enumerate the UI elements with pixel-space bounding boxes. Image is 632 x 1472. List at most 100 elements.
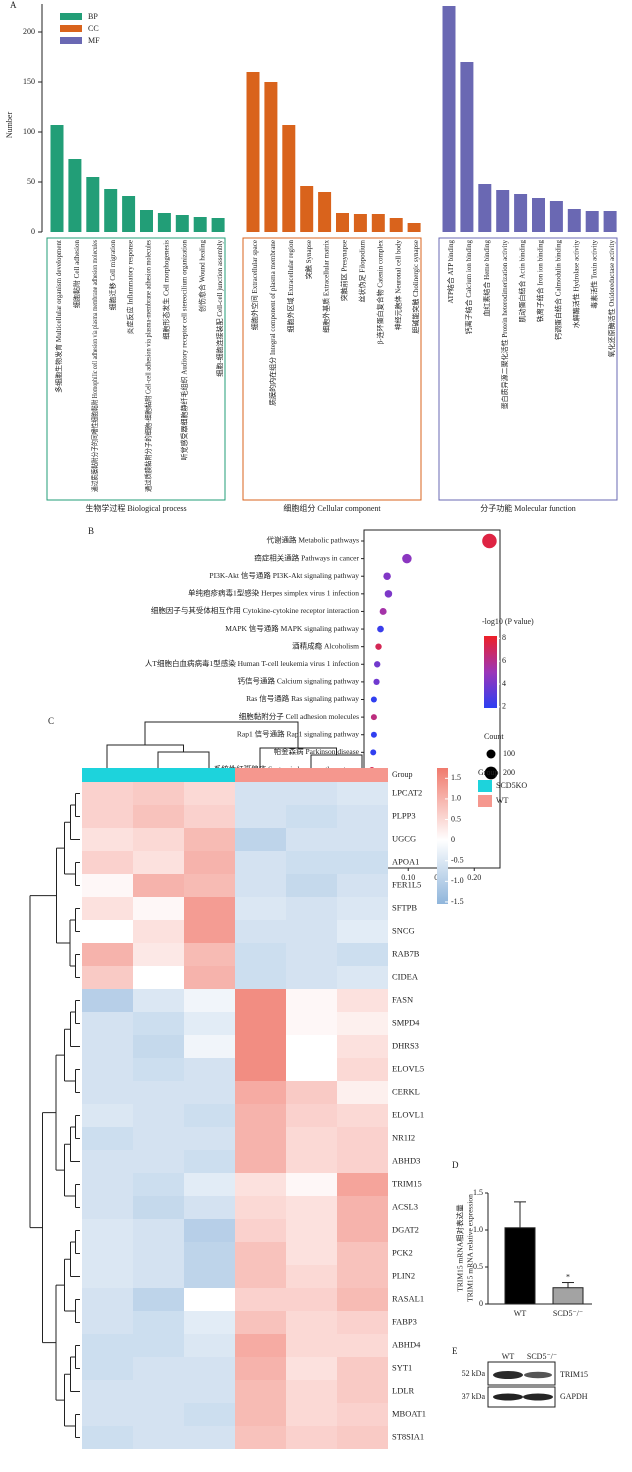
bar: [371, 214, 385, 232]
size-legend-label: 200: [503, 768, 515, 777]
row-label: NR1I2: [392, 1132, 415, 1142]
category-label: 多细胞生物发育 Multicellular organism developme…: [54, 240, 63, 393]
heatmap-cell: [133, 1357, 184, 1380]
y-tick-label: 1.5: [473, 1188, 483, 1197]
category-label: 细胞黏附分子 Cell adhesion molecules: [239, 711, 359, 721]
heatmap-cell: [82, 1334, 133, 1357]
heatmap-cell: [337, 1380, 388, 1403]
row-label: ACSL3: [392, 1201, 418, 1211]
bubble: [370, 749, 377, 756]
group-box: [438, 237, 618, 501]
color-tick-label: 4: [502, 679, 506, 688]
bubble: [373, 678, 380, 686]
heatmap-cell: [337, 966, 388, 989]
category-label: Ras 信号通路 Ras signaling pathway: [246, 693, 359, 703]
heatmap-cell: [235, 1196, 286, 1219]
panel-label: A: [10, 0, 17, 10]
heatmap-cell: [82, 874, 133, 897]
heatmap-cell: [184, 943, 235, 966]
heatmap-cell: [235, 897, 286, 920]
heatmap-cell: [286, 1311, 337, 1334]
heatmap-cell: [133, 966, 184, 989]
heatmap-cell: [337, 1265, 388, 1288]
category-label: 细胞-细胞连接装配 Cell-cell junction assembly: [215, 240, 224, 377]
significance-mark: *: [566, 1272, 570, 1281]
row-label: FASN: [392, 994, 413, 1004]
category-label: 通过质膜黏附分子的细胞-细胞黏附 Cell-cell adhesion via …: [144, 240, 153, 492]
heatmap-cell: [337, 1127, 388, 1150]
y-tick-label: 0: [31, 227, 35, 236]
heatmap-cell: [82, 1127, 133, 1150]
bubble: [379, 607, 387, 615]
bar: [514, 194, 528, 232]
y-tick-label: 1.0: [473, 1225, 483, 1234]
panel-label: E: [452, 1346, 458, 1356]
row-label: ELOVL5: [392, 1063, 424, 1073]
panel-label: D: [452, 1160, 459, 1170]
row-label: PLPP3: [392, 810, 416, 820]
heatmap-cell: [133, 1265, 184, 1288]
heatmap-cell: [235, 1173, 286, 1196]
row-label: PLIN2: [392, 1270, 415, 1280]
category-label: 细胞外空间 Extracellular space: [250, 240, 259, 330]
heatmap-cell: [133, 1035, 184, 1058]
heatmap-cell: [337, 828, 388, 851]
category-label: 神经元胞体 Neuronal cell body: [393, 240, 402, 331]
western-blot: [487, 1361, 556, 1408]
heatmap-cell: [184, 1357, 235, 1380]
bar: [175, 215, 189, 232]
heatmap-cell: [337, 1081, 388, 1104]
color-bar: [484, 636, 497, 708]
heatmap-cell: [235, 1058, 286, 1081]
category-label: 质膜的内在组分 Integral component of plasma mem…: [268, 240, 277, 406]
category-label: 酒精成瘾 Alcoholism: [292, 640, 359, 650]
heatmap-cell: [286, 1012, 337, 1035]
heatmap-cell: [82, 1104, 133, 1127]
category-label: 丝状伪足 Filopodium: [358, 239, 367, 302]
heatmap-cell: [286, 1104, 337, 1127]
category-label: 氧化还原酶活性 Oxidoreductase activity: [607, 240, 616, 358]
lane-label: WT: [502, 1352, 515, 1361]
row-label: ABHD3: [392, 1155, 420, 1165]
bar: [549, 201, 563, 232]
bar: [157, 213, 171, 232]
category-label: 听觉感受器细胞静纤毛组织 Auditory receptor cell ster…: [179, 240, 188, 461]
heatmap-cell: [184, 1288, 235, 1311]
bar: [336, 213, 349, 232]
heatmap-cell: [235, 920, 286, 943]
heatmap-cell: [184, 1334, 235, 1357]
color-tick-label: 0: [451, 835, 455, 844]
heatmap-cell: [235, 1334, 286, 1357]
color-tick-label: 6: [502, 656, 506, 665]
group-legend-title: Group: [478, 768, 498, 777]
legend-label: BP: [88, 12, 98, 21]
color-tick-label: 2: [502, 702, 506, 711]
heatmap-cell: [286, 920, 337, 943]
category-label: MAPK 信号通路 MAPK signaling pathway: [225, 623, 359, 633]
heatmap-cell: [286, 989, 337, 1012]
heatmap-cell: [184, 1219, 235, 1242]
heatmap-cell: [184, 989, 235, 1012]
bar: [504, 1227, 536, 1305]
group-label: 细胞组分 Cellular component: [283, 503, 381, 513]
size-legend-bubble: [484, 766, 498, 780]
category-label: 通过质膜黏附分子的同嗜性细胞黏附 Homophilic cell adhesio…: [90, 240, 99, 492]
heatmap-cell: [286, 1150, 337, 1173]
y-tick-label: 150: [23, 77, 35, 86]
row-label: SMPD4: [392, 1017, 420, 1027]
bar: [585, 211, 599, 232]
group-cell: [133, 768, 184, 782]
bar: [86, 177, 100, 232]
color-tick-label: 0.5: [451, 814, 461, 823]
y-axis-label: TRIM15 mRNA相对表达量: [455, 1204, 465, 1292]
bar: [460, 62, 474, 232]
heatmap-cell: [337, 851, 388, 874]
category-label: 帕金森病 Parkinson disease: [274, 746, 360, 756]
y-tick-label: 0.5: [473, 1262, 483, 1271]
heatmap-cell: [286, 1380, 337, 1403]
heatmap-cell: [286, 1357, 337, 1380]
heatmap-cell: [133, 1127, 184, 1150]
y-tick-label: 100: [23, 127, 35, 136]
bar: [318, 192, 332, 232]
bar: [407, 223, 421, 232]
